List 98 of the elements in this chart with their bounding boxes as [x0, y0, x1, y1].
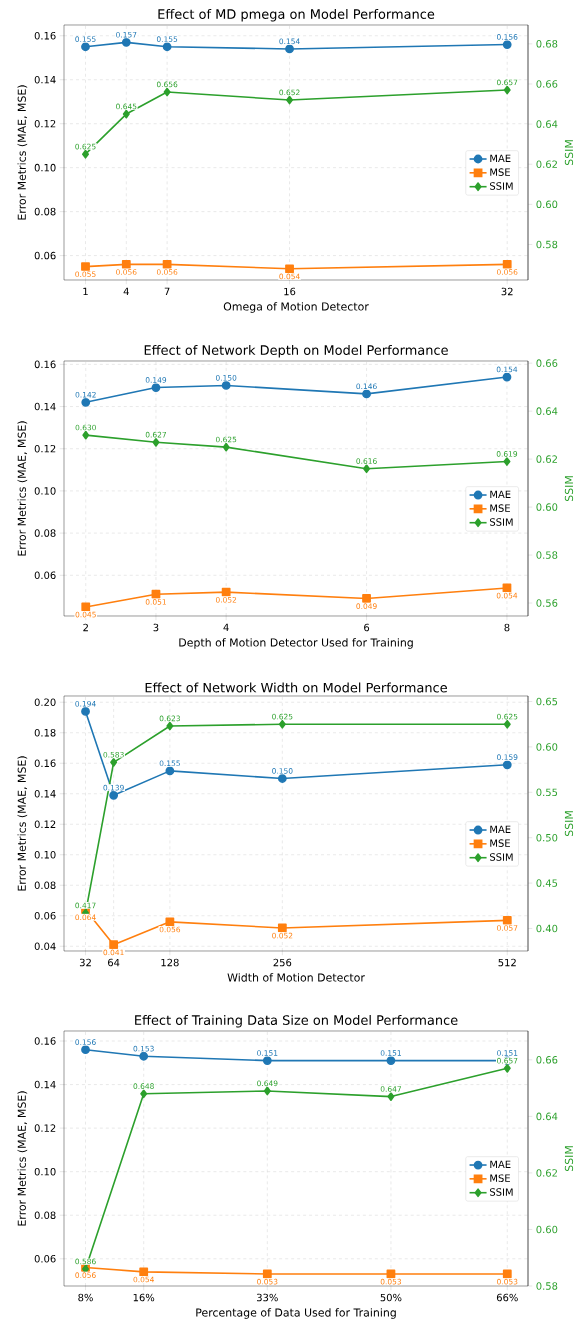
chart-title: Effect of Training Data Size on Model Performance — [135, 1014, 458, 1028]
x-tick-label: 3 — [153, 623, 159, 632]
y2-tick-label: 0.60 — [536, 503, 558, 511]
y-tick-label: 0.10 — [34, 1167, 56, 1176]
y2-tick-label: 0.66 — [536, 359, 558, 367]
chart-title: Effect of MD pmega on Model Performance — [158, 8, 435, 22]
y-tick-label: 0.14 — [34, 789, 56, 798]
legend-label: MAE — [490, 490, 511, 498]
y-tick-label: 0.16 — [34, 360, 56, 369]
y-axis-title: Error Metrics (MAE, MSE) — [17, 756, 28, 891]
y-tick-label: 0.04 — [34, 942, 56, 951]
y2-tick-label: 0.62 — [536, 1169, 557, 1177]
y-tick-label: 0.12 — [34, 820, 56, 829]
y-tick-label: 0.06 — [34, 911, 56, 920]
y-tick-label: 0.18 — [34, 728, 56, 737]
y2-tick-label: 0.64 — [536, 120, 558, 128]
y-tick-label: 0.10 — [34, 850, 56, 859]
y2-axis-title: SSIM — [564, 1146, 574, 1172]
legend-label: MAE — [490, 154, 511, 162]
x-tick-label: 16 — [284, 287, 296, 296]
y2-tick-label: 0.66 — [536, 1056, 558, 1064]
x-tick-label: 7 — [164, 287, 170, 296]
legend-label: MSE — [490, 168, 510, 176]
legend-label: MSE — [490, 504, 510, 512]
legend-label: SSIM — [490, 853, 513, 861]
y2-tick-label: 0.60 — [536, 1225, 558, 1234]
x-axis-title: Omega of Motion Detector — [223, 302, 369, 313]
x-tick-label: 128 — [161, 958, 179, 967]
y-tick-label: 0.08 — [34, 207, 56, 216]
x-tick-label: 16% — [133, 1293, 155, 1302]
y2-tick-label: 0.64 — [536, 407, 558, 415]
y2-tick-label: 0.45 — [536, 879, 558, 887]
y2-tick-label: 0.60 — [536, 743, 558, 751]
legend-label: SSIM — [490, 518, 513, 526]
y-tick-label: 0.08 — [34, 1211, 56, 1219]
legend-label: MSE — [490, 1174, 510, 1182]
y2-tick-label: 0.56 — [536, 599, 558, 607]
y-tick-label: 0.14 — [34, 1080, 56, 1089]
x-tick-label: 256 — [273, 958, 292, 967]
y2-tick-label: 0.66 — [536, 80, 558, 88]
x-axis-title: Depth of Motion Detector Used for Training — [179, 638, 413, 649]
y-axis-title: Error Metrics (MAE, MSE) — [17, 421, 28, 556]
legend-label: MAE — [490, 825, 511, 833]
y-tick-label: 0.06 — [34, 1255, 56, 1263]
chart-title: Effect of Network Width on Model Performance — [145, 682, 447, 693]
x-tick-label: 1 — [83, 287, 88, 296]
x-tick-label: 32 — [79, 958, 91, 967]
y-tick-label: 0.16 — [34, 31, 56, 40]
y2-tick-label: 0.58 — [536, 1282, 558, 1290]
y2-tick-label: 0.65 — [536, 697, 558, 706]
y-tick-label: 0.12 — [34, 444, 56, 453]
y-tick-label: 0.12 — [34, 1124, 56, 1132]
y2-axis-title: SSIM — [564, 476, 574, 502]
x-axis-title: Width of Motion Detector — [227, 973, 365, 982]
y-axis-title: Error Metrics (MAE, MSE) — [17, 85, 28, 220]
x-tick-label: 512 — [498, 958, 516, 967]
x-tick-label: 6 — [364, 623, 370, 632]
y-tick-label: 0.20 — [34, 698, 56, 707]
y2-tick-label: 0.58 — [536, 551, 558, 559]
legend-label: SSIM — [490, 182, 513, 190]
x-tick-label: 8% — [78, 1293, 93, 1302]
x-axis-title: Percentage of Data Used for Training — [196, 1308, 396, 1319]
chart-title: Effect of Network Depth on Model Performance — [144, 344, 448, 358]
y-tick-label: 0.06 — [34, 251, 56, 260]
y-tick-label: 0.10 — [34, 163, 56, 172]
x-tick-label: 32 — [501, 287, 513, 296]
x-tick-label: 50% — [380, 1293, 402, 1302]
y2-tick-label: 0.55 — [536, 788, 558, 797]
y-tick-label: 0.10 — [34, 487, 56, 495]
y2-tick-label: 0.62 — [536, 455, 557, 463]
x-tick-label: 64 — [108, 958, 120, 967]
x-tick-label: 8 — [504, 623, 510, 632]
y2-tick-label: 0.60 — [536, 200, 558, 209]
y-tick-label: 0.06 — [34, 571, 56, 580]
y-tick-label: 0.14 — [34, 402, 56, 411]
y-tick-label: 0.08 — [34, 881, 56, 890]
y-axis-title: Error Metrics (MAE, MSE) — [17, 1091, 28, 1226]
y2-tick-label: 0.68 — [536, 40, 558, 48]
legend-label: SSIM — [490, 1188, 513, 1196]
x-tick-label: 4 — [123, 287, 129, 296]
x-tick-label: 33% — [257, 1293, 278, 1302]
y-tick-label: 0.14 — [34, 75, 56, 84]
x-tick-label: 4 — [223, 623, 229, 632]
y-tick-label: 0.12 — [34, 119, 56, 128]
legend-label: MAE — [490, 1160, 511, 1168]
y-tick-label: 0.08 — [34, 529, 56, 537]
legend-label: MSE — [490, 839, 510, 847]
y2-axis-title: SSIM — [564, 140, 574, 166]
x-tick-label: 2 — [83, 623, 88, 632]
y2-tick-label: 0.50 — [536, 833, 558, 842]
y2-tick-label: 0.64 — [536, 1112, 558, 1121]
y2-tick-label: 0.58 — [536, 240, 558, 249]
y2-tick-label: 0.40 — [536, 924, 558, 933]
y-tick-label: 0.16 — [34, 1037, 56, 1045]
x-tick-label: 66% — [496, 1293, 518, 1302]
y2-axis-title: SSIM — [564, 811, 574, 837]
y-tick-label: 0.16 — [34, 759, 56, 768]
y2-tick-label: 0.62 — [536, 160, 557, 168]
